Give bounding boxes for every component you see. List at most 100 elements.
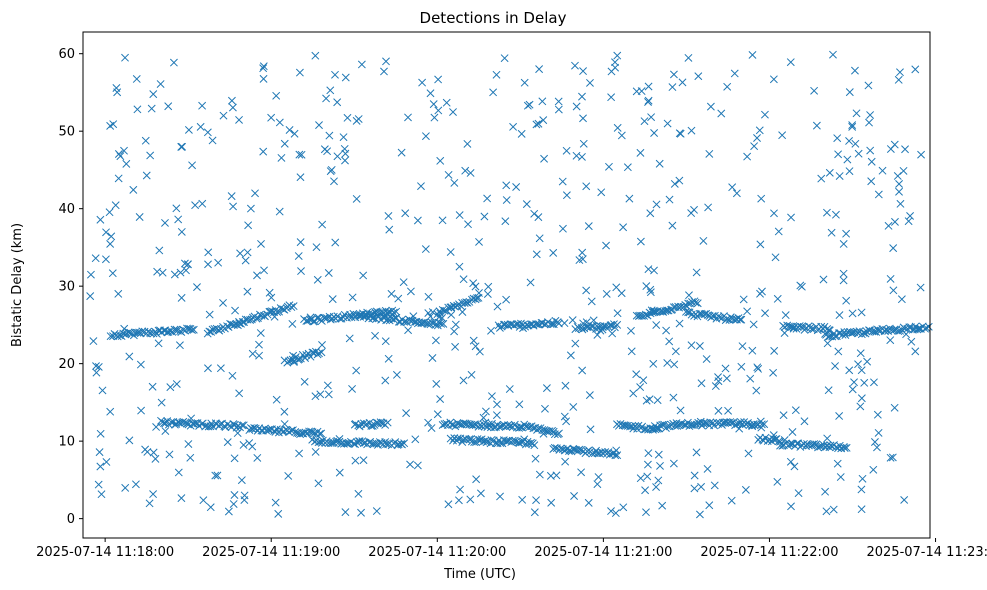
detection-point: [773, 477, 782, 486]
detection-point: [380, 67, 388, 76]
detection-point: [141, 136, 150, 145]
detection-point: [255, 351, 264, 360]
detection-point: [434, 75, 443, 84]
detection-point: [842, 443, 851, 452]
detection-point: [454, 496, 463, 505]
detection-point: [170, 270, 179, 279]
detection-point: [889, 244, 898, 253]
detection-point: [579, 139, 588, 148]
detection-point: [89, 337, 98, 346]
detection-point: [769, 434, 778, 443]
detection-point: [665, 337, 674, 346]
detection-point: [568, 316, 577, 325]
detection-point: [287, 303, 296, 312]
detection-point: [421, 245, 430, 254]
y-tick-label: 40: [58, 202, 75, 217]
detection-point: [821, 487, 830, 496]
detection-point: [122, 159, 131, 168]
detection-point: [462, 298, 471, 307]
detection-point: [831, 210, 840, 219]
detection-point: [206, 503, 215, 512]
detection-point: [770, 346, 779, 355]
detection-point: [791, 406, 800, 415]
detection-point: [577, 152, 586, 161]
detection-point: [275, 118, 284, 127]
detection-point: [228, 103, 237, 112]
detection-point: [172, 204, 181, 213]
detection-point: [149, 490, 158, 499]
detection-point: [884, 221, 893, 230]
detection-point: [834, 150, 843, 159]
detection-point: [517, 129, 526, 138]
detection-point: [108, 269, 117, 278]
detection-point: [426, 89, 435, 98]
detection-point: [648, 308, 657, 317]
detection-point: [121, 483, 130, 492]
detection-point: [850, 378, 858, 387]
x-tick-label: 2025-07-14 11:21:00: [534, 545, 672, 560]
detection-point: [547, 498, 556, 507]
detection-point: [670, 179, 679, 188]
detection-point: [886, 453, 895, 462]
detection-point: [132, 75, 141, 83]
detection-point: [148, 382, 157, 391]
detection-point: [471, 282, 480, 291]
x-tick-label: 2025-07-14 11:22:00: [700, 545, 838, 560]
detection-point: [845, 366, 854, 375]
detection-point: [505, 422, 514, 431]
detection-point: [271, 498, 280, 507]
detection-point: [647, 113, 656, 122]
detection-point: [302, 351, 311, 359]
detection-point: [554, 97, 563, 106]
detection-point: [824, 386, 833, 395]
detection-point: [341, 73, 350, 82]
detection-point: [785, 322, 793, 331]
detection-point: [848, 121, 857, 130]
detection-point: [584, 498, 593, 507]
detection-point: [578, 248, 587, 257]
detection-point: [823, 339, 832, 348]
detection-point: [636, 383, 645, 392]
detection-point: [487, 326, 495, 335]
detection-point: [723, 82, 732, 91]
detection-point: [333, 152, 342, 161]
detection-point: [538, 97, 547, 106]
detection-point: [455, 211, 464, 220]
detection-point: [608, 329, 617, 338]
detection-point: [518, 495, 527, 504]
detection-point: [561, 457, 570, 466]
detection-point: [479, 413, 488, 422]
detection-point: [421, 132, 430, 141]
detection-point: [822, 507, 831, 516]
detection-point: [845, 137, 854, 145]
detection-point: [779, 411, 788, 420]
detection-point: [167, 418, 176, 427]
detection-point: [102, 458, 111, 466]
detection-point: [219, 298, 227, 307]
detection-point: [839, 276, 848, 285]
detection-point: [823, 434, 832, 443]
detection-point: [579, 114, 587, 123]
y-axis: 0 10 20 30 40 50 60: [58, 47, 83, 527]
detection-point: [662, 326, 671, 335]
detection-point: [372, 507, 381, 516]
detection-point: [95, 448, 104, 457]
detection-point: [487, 436, 496, 445]
detection-point: [253, 453, 262, 462]
detection-point: [157, 398, 166, 407]
detection-point: [343, 113, 352, 122]
detection-point: [502, 181, 511, 190]
detection-point: [697, 379, 706, 388]
detection-point: [333, 98, 342, 107]
detection-point: [705, 149, 714, 158]
detection-point: [845, 167, 854, 176]
detection-point: [318, 341, 326, 349]
detection-point: [632, 370, 641, 379]
detection-point: [341, 156, 349, 165]
detection-point: [300, 377, 309, 386]
detection-point: [640, 117, 649, 126]
detection-point: [628, 422, 636, 431]
detection-point: [362, 420, 371, 428]
detection-point: [825, 168, 834, 177]
detection-point: [424, 292, 433, 301]
